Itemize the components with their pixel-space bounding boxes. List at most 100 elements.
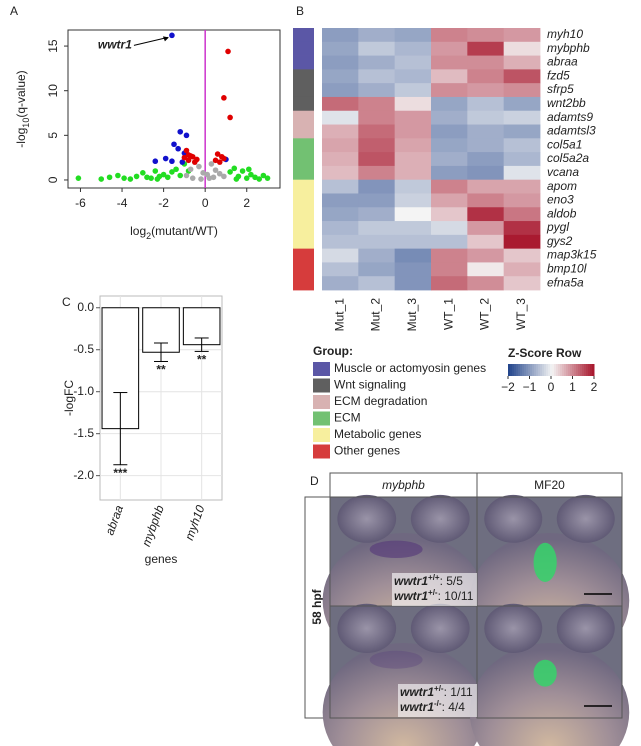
row-label: wnt2bb [547, 96, 586, 110]
row-label: adamts9 [547, 110, 593, 124]
heatmap-cell [503, 179, 541, 194]
point [140, 170, 146, 176]
heatmap-cell [503, 248, 541, 263]
group-bar-cell [293, 262, 314, 277]
row-label: adamtsl3 [547, 124, 596, 138]
heatmap-cell [322, 138, 359, 153]
heatmap-cell [394, 138, 432, 153]
heatmap-cell [322, 165, 359, 181]
y-axis-label-part: 10 [21, 118, 31, 128]
eye [337, 494, 397, 543]
heatmap-cell [467, 138, 505, 153]
heatmap-cell [322, 152, 359, 167]
row-label: col5a2a [547, 151, 589, 165]
colorbar-step [540, 364, 543, 376]
y-axis-label: -log10(q-value) [14, 70, 31, 147]
heatmap-cell [467, 124, 505, 139]
colorbar-step [548, 364, 551, 376]
heatmap-cell [467, 276, 505, 291]
point [210, 174, 217, 181]
point [221, 155, 227, 162]
colorbar-step [554, 364, 557, 376]
heatmap-cell [467, 248, 505, 263]
heatmap-cell [322, 110, 359, 125]
heatmap-cell [503, 276, 541, 291]
point [169, 158, 175, 165]
heatmap-cell [431, 221, 468, 236]
group-bar-cell [293, 83, 314, 98]
heatmap-cell [322, 41, 359, 56]
row-label: myh10 [547, 27, 583, 41]
heatmap-cell [322, 69, 359, 84]
heatmap-cell [503, 55, 541, 70]
heatmap-cell [467, 179, 505, 194]
gene: wwtr1 [394, 589, 428, 603]
colorbar-step [552, 364, 555, 376]
y-axis-label-part: (q-value) [14, 70, 28, 117]
colorbar-step [534, 364, 537, 376]
heatmap-cell [322, 179, 359, 194]
colorbar-step [576, 364, 579, 376]
eye [484, 603, 543, 654]
panel-label: A [10, 4, 18, 18]
group-bar-cell [293, 179, 314, 194]
colorbar-step [584, 364, 587, 376]
heatmap-cell [503, 96, 541, 112]
stain [369, 650, 423, 669]
point [225, 48, 231, 55]
header-frame [329, 472, 623, 498]
point [233, 176, 240, 182]
heatmap-cell [394, 124, 432, 139]
colorbar-tick-label: 2 [591, 380, 598, 394]
heatmap-cell [394, 207, 432, 222]
heatmap-cell [503, 207, 541, 222]
heatmap-cell [358, 28, 396, 43]
colorbar-step [508, 364, 511, 376]
colorbar-step [522, 364, 525, 376]
point [75, 175, 82, 181]
heatmap-cell [322, 221, 359, 236]
heatmap-cell [503, 234, 541, 250]
colorbar-step [564, 364, 567, 376]
x-tick-label: -4 [117, 196, 128, 210]
heatmap-cell [394, 55, 432, 70]
significance-label: *** [113, 466, 127, 480]
point [152, 168, 159, 174]
heatmap-cell [394, 41, 432, 56]
heatmap-cell [394, 28, 432, 43]
heatmap-cell [358, 234, 396, 250]
colorbar-step [582, 364, 585, 376]
colorbar-step [590, 364, 593, 376]
x-tick-label: -2 [158, 196, 169, 210]
heatmap-cell [358, 96, 396, 112]
point [144, 174, 150, 181]
annotation: wwtr1 [98, 38, 132, 52]
heatmap-cell [503, 69, 541, 84]
heatmap-cell [467, 221, 505, 236]
colorbar-step [510, 364, 513, 376]
heatmap-cell [503, 41, 541, 56]
point [198, 176, 204, 182]
heatmap-cell [394, 96, 432, 112]
genotype-count: wwtr1+/-: 1/11 [400, 684, 473, 700]
colorbar-step [558, 364, 561, 376]
point [196, 163, 202, 170]
heatmap-cell [431, 165, 468, 181]
ratio: : 1/11 [444, 685, 473, 699]
heatmap-cell [431, 234, 468, 250]
point [175, 145, 181, 152]
eye [410, 494, 470, 543]
eye [484, 494, 543, 543]
legend-label: Muscle or actomyosin genes [334, 361, 486, 375]
point [183, 172, 190, 179]
heatmap-cell [503, 221, 541, 236]
heatmap-cell [322, 276, 359, 291]
colorbar-step [528, 364, 531, 376]
point [256, 176, 263, 182]
row-label: gys2 [547, 234, 573, 248]
point [183, 132, 190, 139]
point [121, 175, 127, 181]
point [243, 175, 250, 181]
legend-label: ECM degradation [334, 394, 427, 408]
heatmap-cell [394, 248, 432, 263]
